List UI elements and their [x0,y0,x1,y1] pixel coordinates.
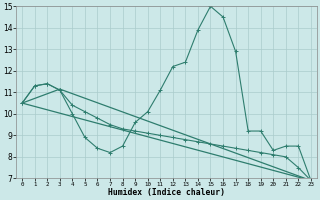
X-axis label: Humidex (Indice chaleur): Humidex (Indice chaleur) [108,188,225,197]
